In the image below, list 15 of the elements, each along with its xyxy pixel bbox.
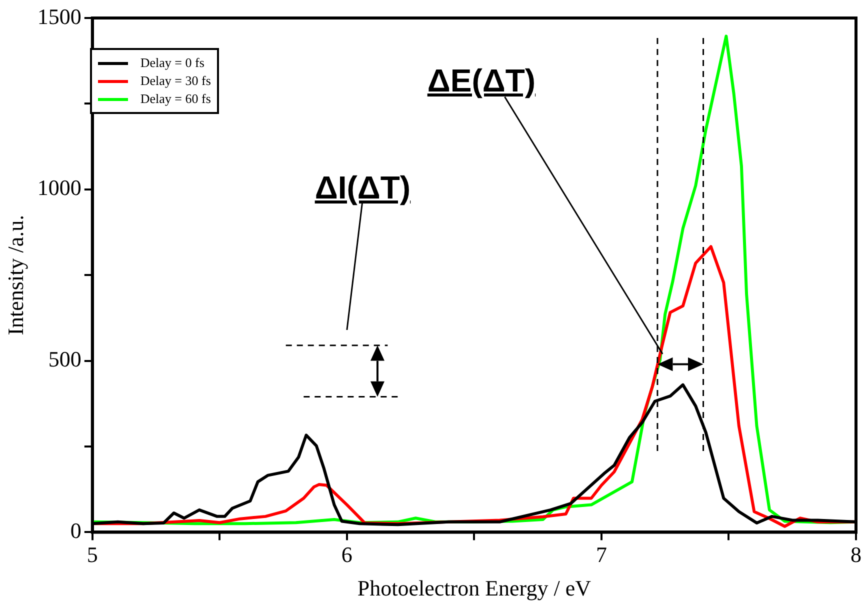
legend-label: Delay = 30 fs xyxy=(140,73,211,89)
annotation: ΔI(ΔT) xyxy=(314,169,411,206)
x-tick-label: 6 xyxy=(341,542,352,568)
y-axis-title: Intensity /a.u. xyxy=(2,214,28,336)
x-tick-label: 7 xyxy=(596,542,607,568)
annotation: ΔE(ΔT) xyxy=(427,62,536,100)
x-tick-label: 5 xyxy=(86,542,98,568)
x-tick-label: 8 xyxy=(850,542,862,568)
y-tick-label: 0 xyxy=(70,518,82,543)
y-tick-label: 1000 xyxy=(37,175,82,200)
y-tick-label: 500 xyxy=(48,346,82,372)
x-axis-title: Photoelectron Energy / eV xyxy=(357,576,592,601)
y-tick-label: 1500 xyxy=(37,4,82,29)
legend-label: Delay = 60 fs xyxy=(140,91,211,107)
legend-label: Delay = 0 fs xyxy=(140,55,204,71)
